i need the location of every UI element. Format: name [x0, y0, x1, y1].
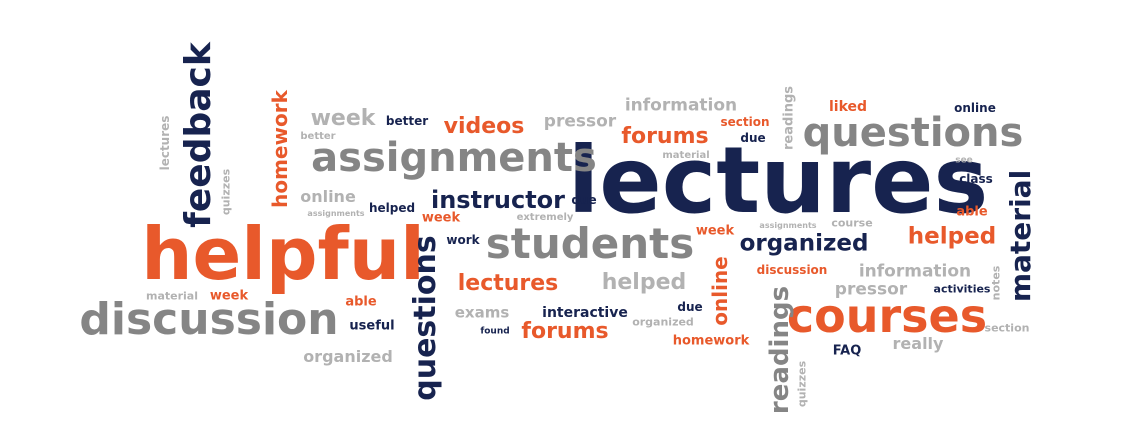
word-notes: notes — [989, 265, 1003, 301]
word-helped-orange: helped — [907, 223, 997, 250]
word-section-orange: section — [720, 115, 770, 129]
word-online-gray: online — [300, 187, 356, 206]
word-really: really — [892, 334, 944, 353]
word-material-small: material — [146, 289, 198, 303]
word-instructor: instructor — [430, 186, 566, 214]
word-lectures-vertical-small: lectures — [158, 115, 172, 171]
word-quizzes-left: quizzes — [219, 168, 233, 216]
word-better-navy: better — [385, 114, 429, 128]
word-section-gray: section — [984, 321, 1030, 335]
word-questions-gray: questions — [802, 110, 1024, 156]
word-class: class — [959, 172, 993, 186]
word-forums-bottom: forums — [521, 319, 609, 344]
word-exams: exams — [454, 303, 510, 322]
word-courses: courses — [786, 289, 988, 343]
word-lectures-medium: lectures — [457, 271, 559, 296]
word-readings-small: readings — [781, 85, 797, 151]
word-discussion-large: discussion — [79, 294, 339, 345]
word-better-gray: better — [300, 131, 336, 142]
word-extremely: extremely — [516, 212, 574, 223]
word-material-vertical: material — [1004, 169, 1037, 303]
word-due-center: due — [571, 193, 597, 207]
word-due-top: due — [740, 131, 766, 145]
word-quizzes-bottom: quizzes — [795, 360, 809, 408]
word-readings-large: readings — [765, 285, 795, 415]
word-videos: videos — [443, 114, 525, 139]
word-helpful: helpful — [141, 212, 425, 296]
word-assignments: assignments — [311, 135, 597, 181]
word-liked: liked — [828, 99, 868, 115]
word-assignments-tiny-right: assignments — [759, 221, 817, 230]
word-activities: activities — [933, 282, 991, 296]
word-due-bottom: due — [677, 300, 703, 314]
word-students: students — [485, 219, 695, 268]
word-faq: FAQ — [832, 343, 862, 359]
word-helped-gray: helped — [601, 270, 687, 295]
word-found: found — [480, 326, 510, 337]
word-week-orange-left: week — [209, 288, 249, 304]
word-online-vertical: online — [708, 256, 732, 326]
word-organized-navy: organized — [739, 230, 869, 257]
word-questions-vertical: questions — [408, 235, 443, 401]
word-pressor-right: pressor — [834, 279, 908, 300]
word-organized-gray: organized — [303, 347, 393, 366]
word-pressor-top: pressor — [543, 111, 617, 132]
word-see: see — [955, 155, 973, 166]
word-useful: useful — [349, 318, 395, 334]
word-work: work — [446, 233, 480, 247]
word-interactive: interactive — [542, 305, 628, 321]
word-lectures-large: lectures — [567, 127, 989, 234]
word-able-right: able — [956, 204, 988, 220]
word-assignments-tiny: assignments — [307, 209, 365, 218]
word-information-top: information — [624, 95, 738, 116]
word-feedback: feedback — [178, 42, 219, 228]
word-helped-small: helped — [368, 201, 416, 215]
word-organized-small: organized — [632, 315, 694, 329]
word-week-orange-right: week — [695, 223, 735, 239]
word-forums-top: forums — [621, 124, 709, 149]
word-material-tiny: material — [662, 150, 710, 161]
word-course: course — [831, 216, 873, 230]
word-discussion-small: discussion — [756, 263, 828, 277]
word-online-small: online — [954, 101, 996, 115]
word-homework-small: homework — [672, 333, 750, 349]
word-information-right: information — [858, 261, 972, 282]
word-week-gray: week — [310, 106, 376, 131]
word-able-left: able — [345, 294, 377, 310]
word-homework-vertical: homework — [268, 90, 292, 208]
word-week-orange-mid: week — [421, 210, 461, 226]
